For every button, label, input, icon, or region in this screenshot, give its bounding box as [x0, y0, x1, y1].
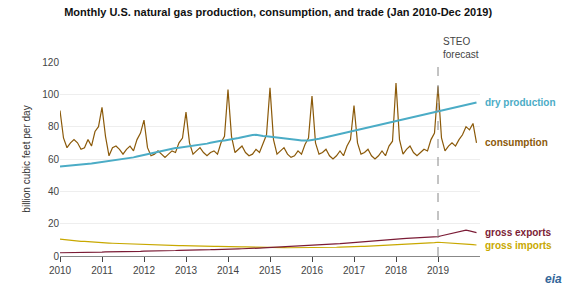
svg-text:gross imports: gross imports [485, 240, 552, 251]
svg-text:2015: 2015 [259, 265, 282, 276]
svg-text:20: 20 [48, 218, 60, 229]
svg-text:100: 100 [42, 89, 59, 100]
svg-text:2011: 2011 [91, 265, 113, 276]
svg-text:Monthly U.S. natural gas produ: Monthly U.S. natural gas production, con… [64, 6, 492, 18]
svg-text:gross exports: gross exports [485, 227, 552, 238]
svg-text:120: 120 [42, 57, 59, 68]
svg-text:STEOforecast: STEOforecast [443, 36, 479, 60]
svg-text:40: 40 [48, 186, 60, 197]
svg-text:2014: 2014 [217, 265, 240, 276]
svg-text:60: 60 [48, 154, 60, 165]
svg-text:2010: 2010 [49, 265, 72, 276]
svg-text:2017: 2017 [343, 265, 366, 276]
svg-text:80: 80 [48, 121, 60, 132]
svg-text:2016: 2016 [301, 265, 324, 276]
svg-text:0: 0 [53, 251, 59, 262]
svg-text:consumption: consumption [485, 137, 548, 148]
svg-text:2019: 2019 [427, 265, 450, 276]
svg-text:2018: 2018 [385, 265, 408, 276]
svg-text:billion cubic feet per day: billion cubic feet per day [21, 105, 32, 212]
svg-text:eia: eia [545, 272, 562, 286]
svg-text:dry production: dry production [485, 97, 556, 108]
svg-text:2012: 2012 [133, 265, 156, 276]
svg-text:2013: 2013 [175, 265, 198, 276]
